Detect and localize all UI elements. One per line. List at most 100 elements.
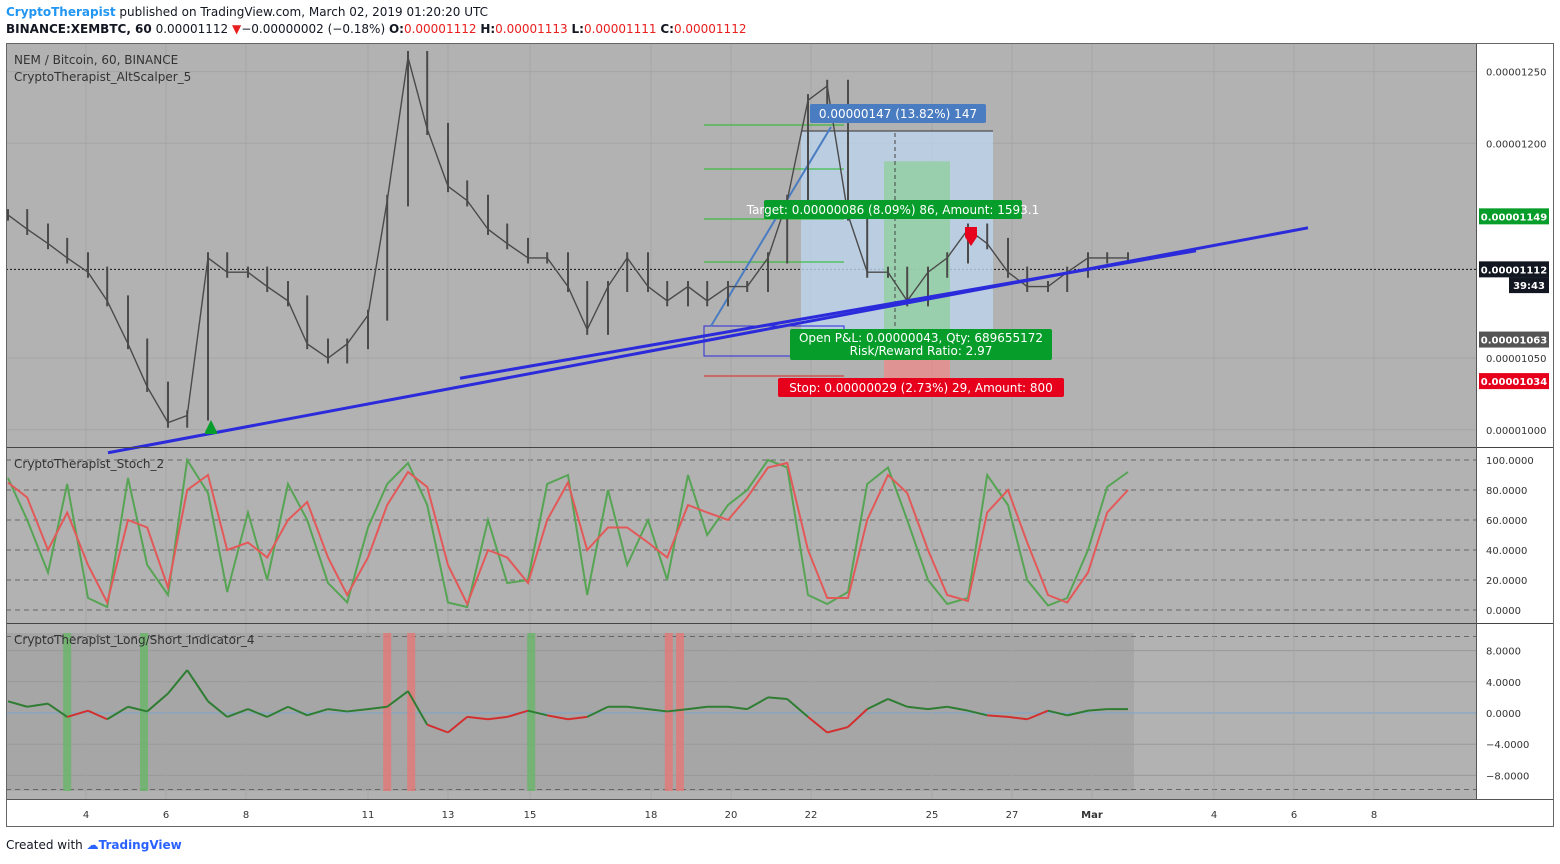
axes: 0.00001250 0.00001200 0.00001050 0.00001000… (83, 68, 1549, 821)
xtick-label: 8 (243, 810, 249, 821)
oscillator-segment (887, 698, 908, 708)
target-label: Target: 0.00000086 (8.09%) 86, Amount: 1… (746, 203, 1040, 217)
main-title: NEM / Bitcoin, 60, BINANCE (14, 53, 178, 67)
chart-header: CryptoTherapist published on TradingView… (6, 4, 746, 38)
longshort-series (7, 669, 1128, 734)
measure-arrow-line (710, 126, 832, 327)
xtick-label: 15 (524, 810, 537, 821)
trendlines[interactable] (107, 226, 1309, 455)
oscillator-segment (1026, 709, 1049, 721)
xtick-label: 27 (1006, 810, 1019, 821)
stoch-line-d (7, 461, 1129, 607)
oscillator-segment (527, 709, 548, 717)
longshort-shade (6, 633, 1134, 791)
longshort-title: CryptoTherapist_Long/Short_Indicator_4 (14, 633, 255, 647)
xtick-label: 8 (1371, 810, 1377, 821)
author-link[interactable]: CryptoTherapist (6, 5, 116, 19)
oscillator-segment (687, 705, 708, 711)
oscillator-segment (1066, 709, 1089, 717)
oscillator-segment (1007, 715, 1028, 721)
stop-label-bg (778, 378, 1064, 397)
stoch-ytick-label: 20.0000 (1486, 576, 1527, 587)
ohlc-open: O:0.00001112 (388, 22, 477, 36)
price-axis-tag: 0.00001112 (1481, 265, 1547, 276)
oscillator-segment (186, 669, 209, 702)
price-axis-bg (1476, 43, 1554, 799)
tradingview-logo-icon[interactable]: ☁ (86, 838, 99, 852)
stoch-ytick-label: 100.0000 (1486, 456, 1534, 467)
oscillator-segment (127, 705, 148, 713)
short-signal-arrow (965, 227, 977, 246)
xtick-label: 6 (163, 810, 169, 821)
main-ytick-label: 0.00001200 (1486, 139, 1546, 150)
oscillator-segment (287, 705, 308, 717)
tradingview-brand[interactable]: TradingView (98, 838, 182, 852)
main-ytick-label: 0.00001250 (1486, 68, 1546, 79)
price-change: −0.00000002 (−0.18%) (241, 22, 386, 36)
price-axis-tag: 0.00001063 (1481, 336, 1547, 347)
price-line (7, 57, 1128, 424)
oscillator-segment (987, 714, 1009, 718)
oscillator-segment (586, 705, 609, 718)
time-axis-bg (6, 799, 1476, 827)
oscillator-segment (306, 708, 329, 717)
xtick-label: 4 (1211, 810, 1217, 821)
target-label-bg (764, 200, 1022, 219)
oscillator-segment (327, 708, 348, 713)
measure-label: 0.00000147 (13.82%) 147 (819, 107, 977, 121)
target-zone (884, 161, 950, 340)
annotations: 0.00000147 (13.82%) 147 Target: 0.0000008… (205, 104, 1064, 434)
main-indicator-label: CryptoTherapist_AltScalper_5 (14, 70, 191, 84)
chart-svg[interactable]: 0.00000147 (13.82%) 147 Target: 0.0000008… (6, 43, 1554, 827)
risk-reward-label: Risk/Reward Ratio: 2.97 (850, 344, 993, 358)
oscillator-segment (907, 705, 929, 711)
oscillator-segment (826, 726, 849, 734)
stoch-ytick-label: 80.0000 (1486, 486, 1527, 497)
oscillator-segment (167, 669, 188, 695)
oscillator-segment (266, 705, 289, 718)
price-axis-tag-bg (1479, 208, 1549, 225)
oscillator-segment (947, 705, 969, 712)
oscillator-segment (667, 708, 689, 713)
oscillator-segment (87, 709, 108, 721)
stoch-title: CryptoTherapist_Stoch_2 (14, 457, 164, 471)
oscillator-segment (807, 716, 828, 734)
signal-band-long (140, 633, 148, 791)
header-line-2: BINANCE:XEMBTC, 60 0.00001112 ▼−0.000000… (6, 21, 746, 38)
chart-frame (6, 43, 1554, 827)
footer: Created with ☁TradingView (6, 838, 182, 852)
stoch-series (7, 457, 1129, 609)
stop-label: Stop: 0.00000029 (2.73%) 29, Amount: 800 (789, 381, 1053, 395)
oscillator-segment (426, 723, 449, 734)
oscillator-segment (647, 708, 668, 713)
oscillator-segment (627, 705, 649, 711)
chart-area[interactable]: 0.00000147 (13.82%) 147 Target: 0.0000008… (6, 43, 1554, 827)
price-axis-tag-bg (1479, 331, 1549, 348)
oscillator-segment (367, 705, 388, 711)
oscillator-segment (386, 690, 409, 708)
trendline (459, 249, 1197, 380)
published-text: published on TradingView.com, March 02, … (119, 5, 488, 19)
oscillator-segment (567, 715, 588, 721)
price-series (7, 51, 1129, 428)
price-axis-tag-bg (1479, 373, 1549, 390)
xtick-label: 18 (645, 810, 658, 821)
stoch-ytick-label: 0.0000 (1486, 606, 1521, 617)
oscillator-segment (407, 690, 429, 726)
oscillator-segment (927, 705, 948, 711)
oscillator-segment (866, 698, 889, 710)
signal-band-short (383, 633, 392, 791)
oscillator-segment (47, 702, 68, 718)
oscillator-segment (786, 698, 809, 718)
price-axis-tag: 39:43 (1513, 281, 1545, 292)
stoch-ytick-label: 40.0000 (1486, 546, 1527, 557)
main-pane-bg (6, 43, 1476, 447)
longshort-ytick-label: −4.0000 (1486, 740, 1529, 751)
stoch-line-k (7, 457, 1129, 609)
price-axis-tag: 0.00001034 (1481, 377, 1547, 388)
open-pnl-label: Open P&L: 0.00000043, Qty: 689655172 (799, 331, 1043, 345)
oscillator-segment (847, 708, 868, 728)
oscillator-segment (226, 708, 249, 718)
oscillator-segment (7, 700, 28, 708)
down-arrow-icon: ▼ (231, 22, 242, 36)
